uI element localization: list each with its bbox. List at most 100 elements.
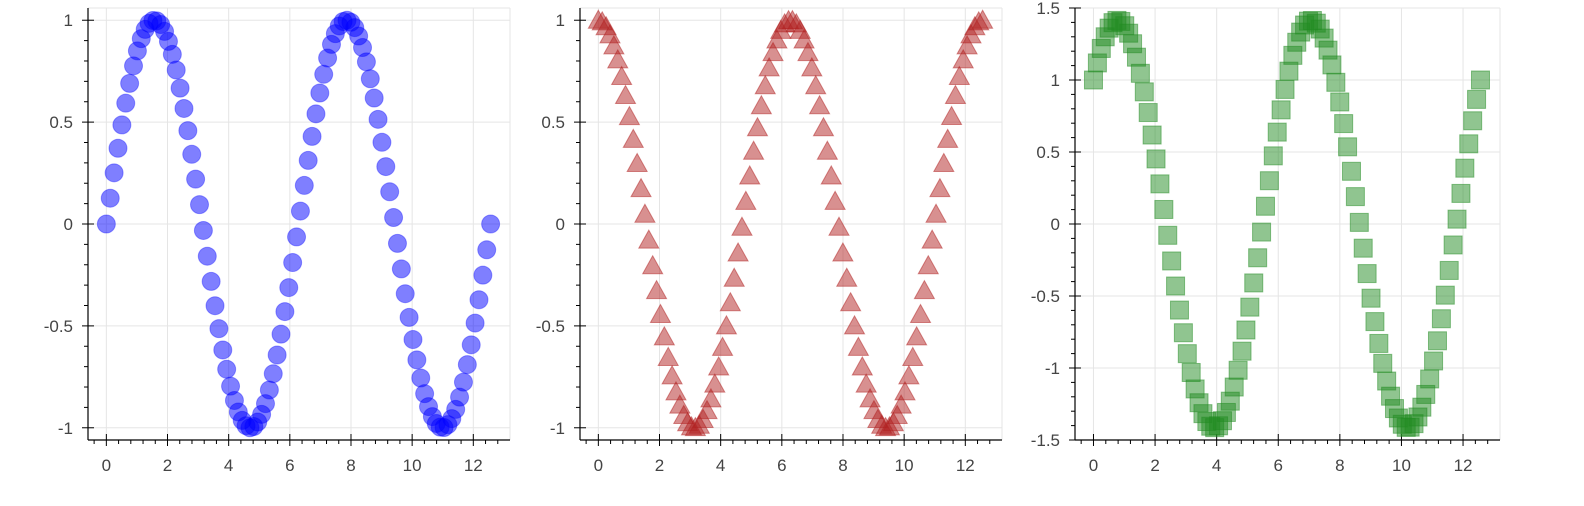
sum-data-point xyxy=(1451,183,1471,203)
sum-data-point xyxy=(1447,209,1467,229)
cosine-data-point xyxy=(762,41,784,62)
cosine-data-point xyxy=(800,56,823,77)
sum-data-point xyxy=(1279,61,1299,81)
cosine-data-point xyxy=(901,346,924,366)
sine-data-point xyxy=(364,88,384,108)
sum-x-tick-label: 2 xyxy=(1150,456,1159,475)
sine-data-point xyxy=(275,302,295,322)
sum-data-point xyxy=(1083,70,1103,90)
sine-data-point xyxy=(461,335,481,355)
cosine-data-point xyxy=(715,314,738,335)
cosine-data-point xyxy=(956,34,978,55)
sum-data-point xyxy=(1326,72,1346,92)
sum-x-tick-label: 12 xyxy=(1454,456,1473,475)
sine-x-tick-label: 4 xyxy=(224,456,233,475)
sine-data-point xyxy=(411,368,431,388)
cosine-data-point xyxy=(812,116,835,137)
sine-data-point xyxy=(263,364,283,384)
cosine-data-point xyxy=(653,325,676,346)
cosine-y-tick-label: 0 xyxy=(556,215,565,234)
sine-data-point xyxy=(469,290,489,310)
sine-data-point xyxy=(116,93,136,113)
sum-data-point xyxy=(1322,55,1342,75)
sine-y-tick-label: -0.5 xyxy=(44,317,73,336)
cosine-data-point xyxy=(750,94,773,115)
sum-data-point xyxy=(1427,331,1447,351)
sine-x-tick-label: 6 xyxy=(285,456,294,475)
sum-data-point xyxy=(1236,320,1256,340)
cosine-data-point xyxy=(843,314,866,335)
cosine-data-point xyxy=(851,355,874,376)
sum-data-point xyxy=(1341,161,1361,181)
sine-data-point xyxy=(108,138,128,158)
sine-y-tick-label: 1 xyxy=(64,11,73,30)
cosine-data-point xyxy=(618,105,641,126)
cosine-y-tick-label: 0.5 xyxy=(541,113,565,132)
sum-data-point xyxy=(1259,171,1279,191)
cosine-data-point xyxy=(754,74,777,95)
cosine-data-point xyxy=(758,56,780,77)
sine-data-point xyxy=(170,78,190,98)
cosine-y-tick-label: 1 xyxy=(556,11,565,30)
sum-data-point xyxy=(1255,196,1275,216)
sine-data-point xyxy=(104,163,124,183)
sine-data-point xyxy=(271,324,291,344)
cosine-data-point xyxy=(719,291,742,312)
sum-data-point xyxy=(1130,63,1150,83)
cosine-data-point xyxy=(890,394,912,414)
sum-data-point xyxy=(1455,158,1475,178)
cosine-x-tick-label: 8 xyxy=(838,456,847,475)
sine-data-point xyxy=(259,380,279,400)
cosine-data-point xyxy=(905,325,928,346)
sine-data-point xyxy=(197,246,217,266)
cosine-data-point xyxy=(610,65,633,86)
sum-data-point xyxy=(1435,285,1455,305)
cosine-data-point xyxy=(766,28,788,49)
sine-data-point xyxy=(287,227,307,247)
cosine-data-point xyxy=(703,373,726,393)
cosine-data-point xyxy=(820,164,843,185)
sum-y-tick-label: -1.5 xyxy=(1031,431,1060,450)
sum-data-point xyxy=(1271,100,1291,120)
sum-data-point xyxy=(1345,187,1365,207)
sine-data-point xyxy=(453,372,473,392)
cosine-data-point xyxy=(971,9,994,29)
sum-data-point xyxy=(1369,333,1389,353)
cosine-data-point xyxy=(886,404,909,424)
cosine-data-point xyxy=(727,241,749,262)
cosine-data-point xyxy=(804,74,827,95)
sum-data-point xyxy=(1232,341,1252,361)
sine-data-point xyxy=(477,240,497,260)
sine-data-point xyxy=(302,126,322,146)
sine-data-point xyxy=(166,60,186,80)
sine-data-point xyxy=(473,265,493,285)
sine-data-point xyxy=(368,109,388,129)
sum-data-point xyxy=(1334,114,1354,134)
sine-data-point xyxy=(306,104,326,124)
sine-data-point xyxy=(193,220,213,240)
cosine-data-point xyxy=(932,152,955,172)
cosine-data-point xyxy=(734,190,757,210)
sum-data-point xyxy=(1158,225,1178,245)
sum-data-point xyxy=(1420,369,1440,389)
cosine-data-point xyxy=(925,203,947,223)
sine-y-tick-label: -1 xyxy=(58,419,73,438)
sine-data-point xyxy=(403,330,423,350)
cosine-data-point xyxy=(630,177,652,198)
cosine-y-tick-label: -0.5 xyxy=(536,317,565,336)
cosine-data-point xyxy=(808,94,831,115)
cosine-data-point xyxy=(855,373,878,393)
sine-x-tick-label: 0 xyxy=(102,456,111,475)
cosine-data-point xyxy=(700,387,722,408)
cosine-data-point xyxy=(948,65,971,86)
sum-data-point xyxy=(1169,300,1189,320)
sine-x-tick-label: 8 xyxy=(346,456,355,475)
sum-chart: 0 2 4 6 8 10 12 -1.5 -1 -0.5 0 0.5 1 1.5 xyxy=(1031,0,1501,475)
cosine-data-point xyxy=(723,267,746,287)
cosine-data-point xyxy=(898,364,920,385)
cosine-data-point xyxy=(696,399,718,420)
sum-data-point xyxy=(1248,248,1268,268)
cosine-x-tick-label: 2 xyxy=(655,456,664,475)
cosine-data-point xyxy=(835,267,858,287)
sine-y-tick-label: 0 xyxy=(64,215,73,234)
